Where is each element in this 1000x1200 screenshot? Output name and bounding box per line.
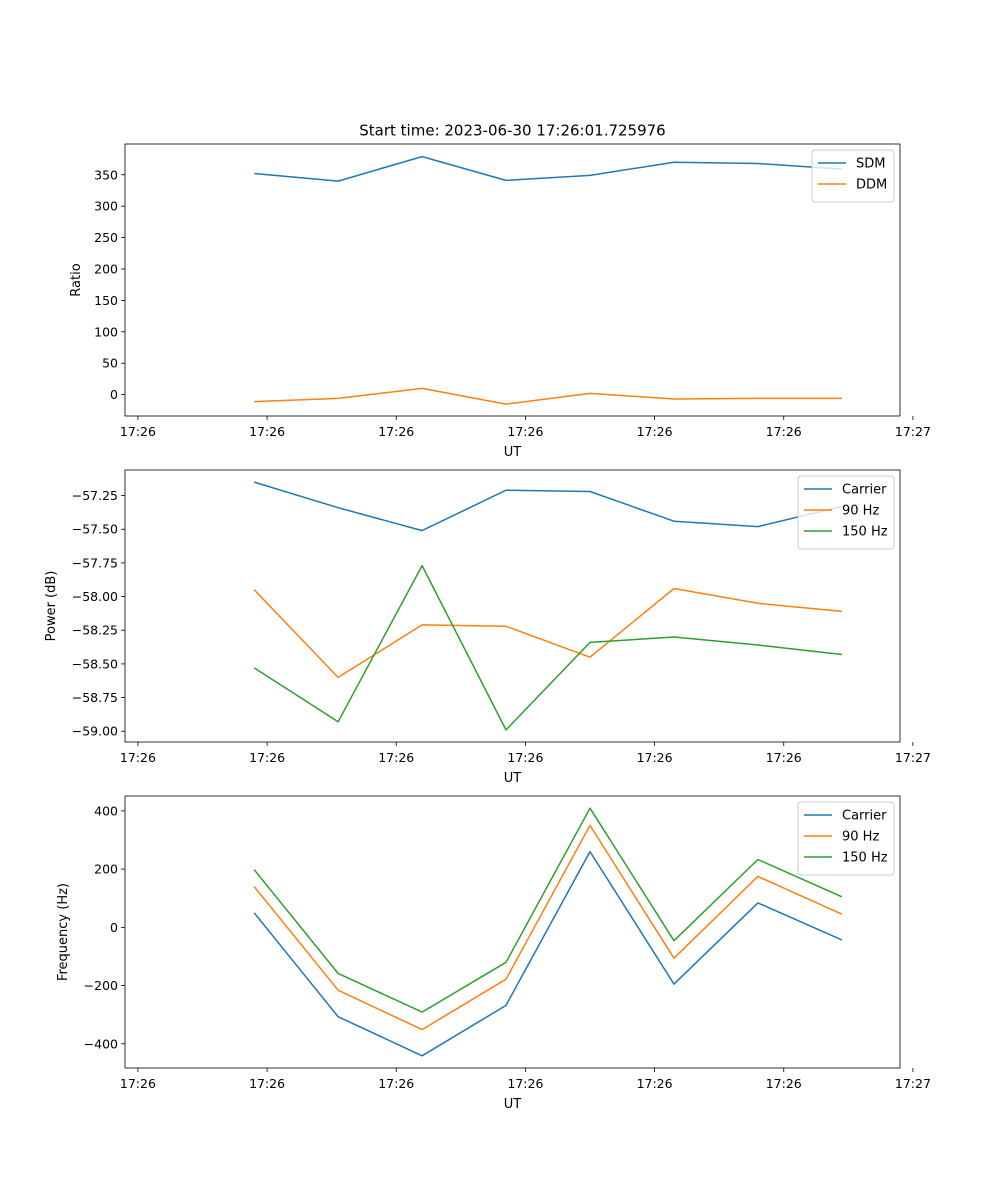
- y-tick-label: 300: [94, 199, 118, 214]
- axes-frame: [124, 469, 901, 743]
- x-tick-label: 17:26: [378, 424, 414, 439]
- x-tick-label: 17:26: [766, 1076, 802, 1091]
- legend: Carrier 90 Hz 150 Hz: [797, 801, 895, 876]
- x-tick-label: 17:26: [637, 1076, 673, 1091]
- y-axis-label: Ratio: [69, 263, 84, 296]
- axes-frame: [124, 143, 901, 417]
- y-tick-label: −57.50: [72, 522, 118, 537]
- x-tick-label: 17:26: [766, 750, 802, 765]
- y-tick-label: −58.75: [72, 690, 118, 705]
- x-tick-label: 17:26: [507, 424, 543, 439]
- legend: SDM DDM: [811, 149, 895, 203]
- series-line-ddm: [254, 387, 842, 405]
- x-tick-label: 17:26: [249, 750, 285, 765]
- x-tick-label: 17:26: [378, 750, 414, 765]
- y-tick-label: −58.50: [72, 656, 118, 671]
- y-tick-label: 100: [94, 324, 118, 339]
- x-tick-label: 17:27: [895, 750, 931, 765]
- legend-label: 150 Hz: [842, 525, 888, 540]
- x-tick-label: 17:26: [507, 1076, 543, 1091]
- x-tick-label: 17:26: [637, 424, 673, 439]
- y-tick-label: −400: [84, 1036, 118, 1051]
- x-tick-label: 17:26: [249, 1076, 285, 1091]
- chart-panel-1: 17:26 17:26 17:26 17:26 17:26 17:26 17:27 0 50 10…: [69, 143, 931, 460]
- x-axis-label: UT: [504, 1097, 522, 1112]
- series-line-carrier: [253, 481, 843, 532]
- series-line-90-hz: [253, 587, 842, 679]
- y-tick-label: 250: [94, 230, 118, 245]
- y-tick-label: 0: [110, 387, 118, 402]
- y-tick-label: −57.75: [72, 555, 118, 570]
- y-tick-label: −59.00: [72, 724, 118, 739]
- legend-label: 90 Hz: [842, 504, 879, 519]
- series-line-carrier: [253, 850, 843, 1057]
- legend-label: 90 Hz: [842, 830, 879, 845]
- x-tick-label: 17:27: [895, 424, 931, 439]
- series-line-sdm: [254, 155, 842, 182]
- chart-panel-3: 17:26 17:26 17:26 17:26 17:26 17:26 17:27 −400 −…: [56, 795, 931, 1112]
- y-axis-label: Power (dB): [44, 571, 59, 642]
- x-tick-label: 17:26: [766, 424, 802, 439]
- legend: Carrier 90 Hz 150 Hz: [797, 475, 895, 550]
- legend-label: Carrier: [842, 809, 887, 824]
- x-tick-label: 17:26: [249, 424, 285, 439]
- x-tick-label: 17:26: [637, 750, 673, 765]
- y-tick-label: −200: [84, 978, 118, 993]
- x-axis-label: UT: [504, 771, 522, 786]
- y-tick-label: 0: [110, 920, 118, 935]
- x-tick-label: 17:26: [378, 1076, 414, 1091]
- y-tick-label: 200: [94, 262, 118, 277]
- x-tick-label: 17:26: [120, 750, 156, 765]
- series-line-90-hz: [253, 824, 843, 1031]
- y-tick-label: 150: [94, 293, 118, 308]
- y-tick-label: 350: [94, 167, 118, 182]
- y-tick-label: −58.25: [72, 623, 118, 638]
- axes-frame: [124, 795, 901, 1069]
- y-tick-label: −58.00: [72, 589, 118, 604]
- figure-title: Start time: 2023-06-30 17:26:01.725976: [359, 122, 665, 140]
- x-axis-label: UT: [504, 445, 522, 460]
- legend-label: SDM: [856, 157, 885, 172]
- y-tick-label: 200: [94, 862, 118, 877]
- y-tick-label: 400: [94, 803, 118, 818]
- x-tick-label: 17:27: [895, 1076, 931, 1091]
- legend-label: DDM: [856, 178, 887, 193]
- y-tick-label: 50: [102, 356, 118, 371]
- legend-label: 150 Hz: [842, 851, 888, 866]
- x-tick-label: 17:26: [507, 750, 543, 765]
- legend-label: Carrier: [842, 483, 887, 498]
- y-axis-label: Frequency (Hz): [56, 883, 71, 981]
- series-line-150-hz: [253, 807, 843, 1013]
- series-line-150-hz: [253, 564, 842, 731]
- x-tick-label: 17:26: [120, 424, 156, 439]
- y-tick-label: −57.25: [72, 488, 118, 503]
- x-tick-label: 17:26: [120, 1076, 156, 1091]
- chart-panel-2: 17:26 17:26 17:26 17:26 17:26 17:26 17:27 −59.0…: [44, 469, 931, 786]
